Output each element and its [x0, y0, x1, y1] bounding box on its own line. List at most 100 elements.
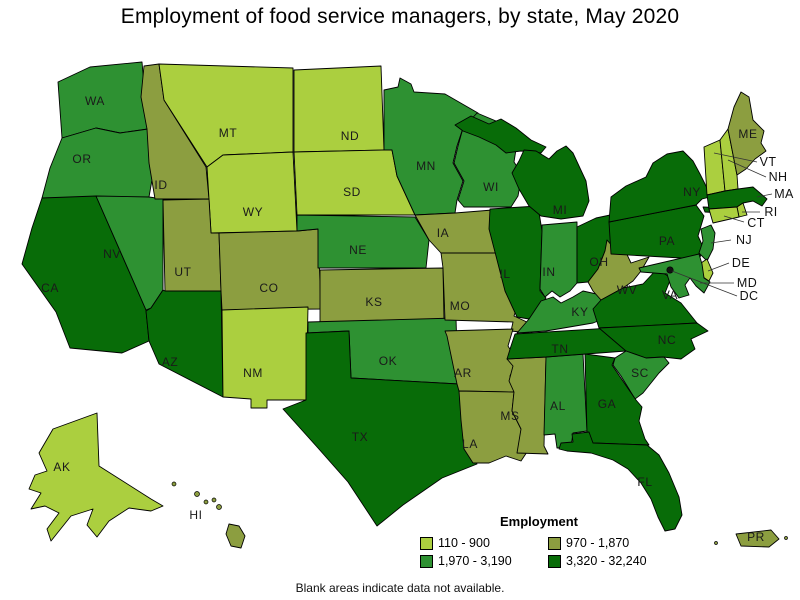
state-label-VA: VA	[662, 288, 678, 302]
state-HI-island[interactable]	[211, 497, 217, 503]
state-label-ME: ME	[738, 127, 757, 141]
state-NJ[interactable]	[698, 224, 716, 262]
state-label-PA: PA	[659, 234, 675, 248]
state-label-WA: WA	[85, 94, 105, 108]
state-PR-island[interactable]	[784, 536, 788, 540]
leader-line-DC	[671, 270, 738, 297]
state-OR[interactable]	[41, 127, 156, 199]
state-label-MI: MI	[553, 203, 568, 217]
legend: Employment 110 - 900 970 - 1,870 1,970 - 3…	[420, 514, 670, 568]
state-label-AR: AR	[454, 366, 472, 380]
state-label-WV: WV	[617, 283, 638, 297]
state-label-KS: KS	[365, 295, 382, 309]
state-label-NM: NM	[243, 366, 263, 380]
legend-swatch	[420, 536, 433, 550]
legend-swatch	[548, 536, 561, 550]
state-HI[interactable]	[225, 523, 246, 549]
state-label-CO: CO	[259, 281, 278, 295]
callout-label-CT: CT	[747, 216, 764, 230]
legend-item: 110 - 900	[420, 536, 548, 550]
state-label-SD: SD	[343, 185, 361, 199]
state-label-WI: WI	[483, 180, 499, 194]
state-ME[interactable]	[727, 91, 767, 176]
state-label-IA: IA	[437, 226, 450, 240]
state-PR-island[interactable]	[714, 541, 718, 545]
state-HI-island[interactable]	[216, 504, 222, 510]
callout-label-DE: DE	[732, 256, 750, 270]
state-SC[interactable]	[612, 350, 670, 400]
state-ND[interactable]	[293, 65, 385, 153]
state-PA[interactable]	[608, 204, 705, 260]
legend-item: 970 - 1,870	[548, 536, 670, 550]
state-label-NV: NV	[103, 247, 121, 261]
state-PR[interactable]	[735, 529, 780, 548]
state-label-OH: OH	[589, 255, 608, 269]
legend-swatch	[548, 554, 561, 568]
state-label-OK: OK	[379, 354, 398, 368]
state-AZ[interactable]	[145, 289, 224, 398]
state-label-IN: IN	[542, 265, 555, 279]
state-FL[interactable]	[558, 431, 683, 532]
leader-line-DE	[707, 262, 730, 272]
state-MN[interactable]	[383, 77, 479, 216]
legend-items: 110 - 900 970 - 1,870 1,970 - 3,190 3,320 -…	[420, 536, 670, 568]
leader-line-CT	[723, 215, 745, 223]
state-label-TN: TN	[551, 342, 568, 356]
state-label-MN: MN	[416, 159, 436, 173]
footnote: Blank areas indicate data not available.	[295, 581, 505, 595]
state-label-CA: CA	[41, 281, 59, 295]
state-label-AZ: AZ	[162, 355, 179, 369]
state-label-AK: AK	[53, 460, 70, 474]
callout-label-MD: MD	[737, 276, 757, 290]
state-label-ND: ND	[341, 129, 360, 143]
state-NC[interactable]	[598, 322, 709, 360]
legend-item-label: 1,970 - 3,190	[438, 554, 512, 568]
state-WY[interactable]	[206, 151, 298, 234]
state-label-KY: KY	[571, 305, 588, 319]
callout-label-VT: VT	[760, 155, 777, 169]
state-NM[interactable]	[221, 306, 309, 409]
state-label-AL: AL	[550, 399, 566, 413]
state-HI-island[interactable]	[203, 499, 209, 505]
state-label-IL: IL	[499, 267, 510, 281]
legend-item-label: 970 - 1,870	[566, 536, 630, 550]
state-label-LA: LA	[462, 437, 478, 451]
state-MI[interactable]	[454, 115, 547, 154]
chart-title: Employment of food service managers, by …	[120, 5, 680, 28]
state-MI[interactable]	[511, 145, 590, 220]
state-WV[interactable]	[587, 239, 650, 301]
legend-title: Employment	[499, 514, 578, 529]
state-label-WY: WY	[243, 205, 264, 219]
state-label-NC: NC	[658, 333, 677, 347]
state-CO[interactable]	[218, 228, 322, 311]
state-HI-island[interactable]	[194, 491, 200, 497]
legend-item-label: 3,320 - 32,240	[566, 554, 647, 568]
state-NE[interactable]	[296, 214, 430, 269]
callout-label-RI: RI	[764, 205, 777, 219]
state-label-TX: TX	[352, 430, 369, 444]
state-label-PR: PR	[747, 530, 765, 544]
state-CT[interactable]	[708, 206, 740, 224]
state-TX[interactable]	[282, 330, 478, 527]
state-label-GA: GA	[598, 397, 617, 411]
legend-swatch	[420, 554, 433, 568]
state-IN[interactable]	[539, 221, 578, 298]
state-AK[interactable]	[28, 412, 164, 542]
state-label-HI: HI	[189, 508, 202, 522]
state-DC-marker[interactable]	[666, 266, 674, 274]
state-NY[interactable]	[608, 150, 711, 223]
legend-item: 1,970 - 3,190	[420, 554, 548, 568]
state-label-MT: MT	[219, 126, 238, 140]
legend-item: 3,320 - 32,240	[548, 554, 670, 568]
state-NH[interactable]	[719, 128, 739, 192]
state-label-OR: OR	[72, 152, 91, 166]
state-KY[interactable]	[516, 290, 616, 334]
state-label-ID: ID	[154, 178, 167, 192]
state-VA[interactable]	[592, 268, 698, 329]
leader-line-NH	[727, 159, 767, 178]
state-label-NY: NY	[683, 185, 701, 199]
state-HI-island[interactable]	[171, 481, 177, 487]
state-label-NE: NE	[349, 243, 367, 257]
